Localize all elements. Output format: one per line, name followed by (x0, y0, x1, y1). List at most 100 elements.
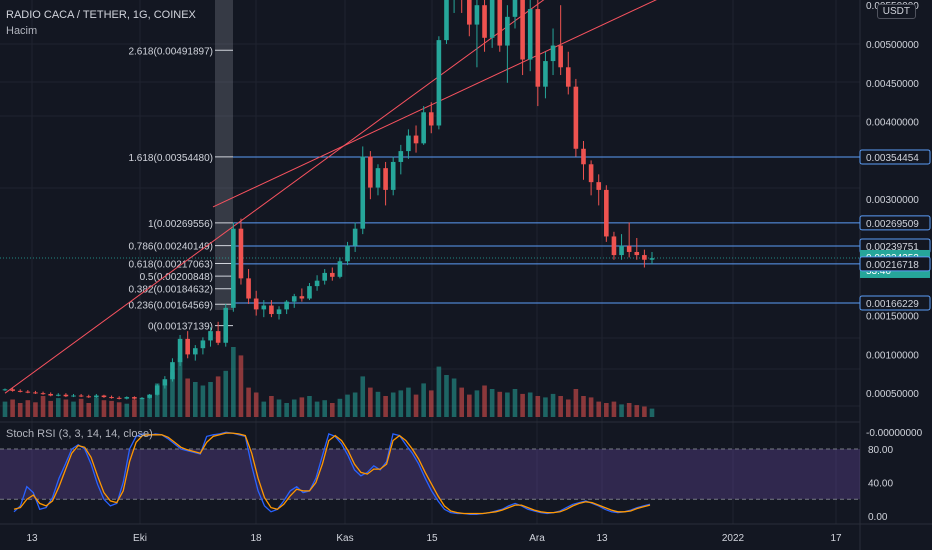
volume-bar (535, 396, 541, 417)
volume-bar (398, 390, 404, 417)
volume-bar (467, 394, 472, 417)
volume-bar (642, 406, 647, 417)
candle-body (398, 151, 404, 162)
candle-body (124, 397, 130, 399)
candle-body (276, 309, 282, 315)
volume-bar (223, 370, 229, 417)
rsi-line-d (13, 432, 651, 515)
candle-body (345, 245, 350, 262)
volume-bar (17, 403, 23, 417)
candle-body (474, 5, 480, 25)
volume-bar (132, 399, 137, 417)
stoch-rsi-label: Stoch RSI (3, 3, 14, 14, close) (6, 428, 153, 440)
volume-bar (2, 401, 8, 417)
candle-body (10, 389, 15, 391)
volume-bar (406, 387, 411, 417)
volume-bar (215, 376, 221, 417)
volume-bar (177, 358, 183, 417)
time-tick-label: 13 (26, 533, 38, 544)
fib-label: 0.786(0.00240149) (128, 242, 213, 253)
volume-bar (276, 399, 282, 417)
candle-body (94, 395, 99, 398)
volume-bar (345, 394, 350, 417)
volume-bar (588, 397, 594, 417)
stoch-rsi-pane: 80.00 40.00 0.00 (0, 431, 893, 523)
volume-bar (375, 391, 381, 417)
price-tick-label: 0.00050000 (866, 389, 919, 400)
candle-body (101, 395, 107, 398)
volume-bar (474, 390, 480, 417)
rsi-line-k (13, 431, 651, 515)
volume-bar (162, 384, 168, 417)
volume-bar (101, 400, 107, 417)
volume-bar (360, 376, 366, 417)
price-tick-label: 0.00450000 (866, 79, 919, 90)
candle-body (154, 385, 160, 395)
volume-bar (527, 392, 533, 417)
price-tag (859, 149, 931, 165)
price-tag-label: 0.00354454 (866, 153, 919, 164)
volume-bar (330, 403, 335, 417)
candle-body (208, 331, 213, 341)
volume-bar (497, 391, 503, 417)
candle-body (428, 112, 434, 126)
candle-body (360, 156, 366, 229)
candle-body (634, 251, 640, 256)
volume-bar (626, 403, 632, 417)
candle-body (565, 67, 571, 87)
candle-body (330, 272, 335, 277)
grid (0, 0, 860, 524)
fib-label: 2.618(0.00491897) (128, 46, 213, 57)
countdown-label: 53:40 (866, 266, 891, 277)
candle-body (626, 245, 632, 252)
candle-body (604, 189, 609, 237)
candle-body (368, 156, 373, 188)
rsi-tick-label: 0.00 (868, 512, 888, 523)
volume-bars (2, 347, 655, 417)
volume-bar (238, 355, 244, 417)
volume-bar (94, 397, 99, 417)
volume-bar (200, 385, 206, 417)
volume-bar (48, 400, 53, 417)
price-tick-label: -0.00000000 (866, 428, 923, 439)
volume-bar (40, 396, 46, 417)
candle-body (55, 394, 61, 396)
currency-button[interactable]: USDT (876, 4, 916, 19)
volume-bar (139, 398, 145, 417)
price-tag-label: 0.00269509 (866, 219, 919, 230)
candle-body (406, 135, 411, 152)
candle-body (177, 338, 183, 363)
candle-body (527, 9, 533, 60)
candle-body (116, 397, 122, 399)
candle-body (444, 0, 449, 41)
candle-body (596, 182, 602, 190)
volume-bar (619, 404, 624, 417)
channel-lower-line (4, 0, 545, 394)
volume-bar (337, 398, 343, 417)
price-tick-label: 0.00500000 (866, 40, 919, 51)
price-tag (859, 215, 931, 231)
fib-label: 0(0.00137139) (148, 322, 213, 333)
volume-bar (482, 385, 487, 417)
candle-body (611, 236, 617, 256)
volume-bar (253, 392, 259, 417)
volume-bar (459, 387, 465, 417)
candle-body (337, 261, 343, 277)
volume-bar (291, 399, 297, 417)
candle-body (314, 280, 320, 287)
volume-bar (649, 408, 655, 417)
volume-bar (573, 389, 579, 417)
fib-levels: 2.618(0.00491897) 1.618(0.00354480) 1(0.00… (128, 46, 233, 333)
volume-bar (436, 366, 442, 417)
time-tick-label: Kas (336, 533, 353, 544)
candle-body (17, 390, 23, 392)
candle-body (231, 228, 236, 308)
volume-bar (314, 401, 320, 417)
volume-bar (170, 372, 175, 417)
volume-bar (512, 389, 518, 417)
candle-body (421, 112, 426, 144)
candle-body (375, 168, 381, 188)
price-tag-label: 0.00216718 (866, 260, 919, 271)
volume-bar (520, 393, 525, 417)
